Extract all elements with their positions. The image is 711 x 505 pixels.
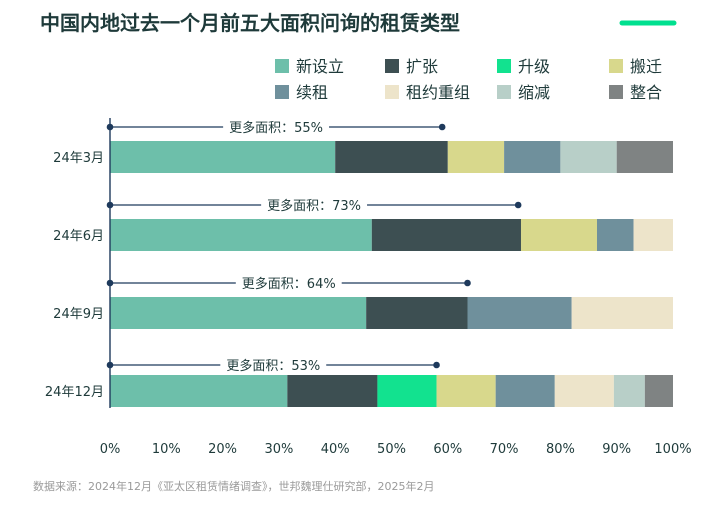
legend-label: 租约重组 <box>406 83 470 102</box>
x-tick-label: 30% <box>264 442 293 457</box>
x-tick-label: 0% <box>100 442 121 457</box>
x-tick-label: 40% <box>321 442 350 457</box>
bar-segment <box>596 219 634 251</box>
legend-label: 升级 <box>518 57 550 76</box>
bar-segment <box>495 375 555 407</box>
source-note: 数据来源：2024年12月《亚太区租赁情绪调查》，世邦魏理仕研究部，2025年2… <box>33 479 434 493</box>
y-tick-label: 24年12月 <box>45 385 104 400</box>
legend-item: 租约重组 <box>385 83 470 102</box>
legend-swatch <box>497 85 511 99</box>
y-tick-label: 24年9月 <box>53 307 104 322</box>
y-tick-label: 24年3月 <box>53 151 104 166</box>
x-tick-label: 70% <box>490 442 519 457</box>
bar-segment <box>571 297 673 329</box>
bar-segment <box>520 219 597 251</box>
x-tick-label: 50% <box>377 442 406 457</box>
legend-swatch <box>385 85 399 99</box>
legend-swatch <box>609 59 623 73</box>
x-axis: 0% 10% 20% 30% 40% 50% 60% 70% 80% 90% 100% <box>100 442 692 457</box>
bar-segment <box>110 141 336 173</box>
bar-segment <box>371 219 521 251</box>
bars <box>110 141 673 407</box>
x-tick-label: 100% <box>654 442 691 457</box>
y-axis: 24年3月 24年6月 24年9月 24年12月 <box>45 118 111 408</box>
legend-item: 新设立 <box>275 57 344 76</box>
annotation-label: 更多面积：73% <box>267 198 361 214</box>
bar-segment <box>613 375 645 407</box>
bar-segment <box>560 141 617 173</box>
bar-segment <box>644 375 673 407</box>
bar-segment <box>366 297 468 329</box>
bar-segment <box>110 219 372 251</box>
x-tick-label: 10% <box>152 442 181 457</box>
y-tick-label: 24年6月 <box>53 229 104 244</box>
legend-label: 新设立 <box>296 57 344 76</box>
legend-item: 搬迁 <box>609 57 662 76</box>
annotations: 更多面积：55% 更多面积：73% 更多面积：64% 更多面积：53% <box>106 120 522 374</box>
legend-label: 整合 <box>630 83 662 102</box>
bar-segment <box>633 219 673 251</box>
annotation-label: 更多面积：64% <box>242 276 336 292</box>
annotation-label: 更多面积：53% <box>226 358 320 374</box>
annotation-label: 更多面积：55% <box>229 120 323 136</box>
legend-item: 扩张 <box>385 57 438 76</box>
bar-segment <box>335 141 448 173</box>
legend-swatch <box>385 59 399 73</box>
bar-segment <box>467 297 572 329</box>
legend-swatch <box>497 59 511 73</box>
annotation-end-dot <box>514 201 522 209</box>
annotation-end-dot <box>464 279 471 287</box>
legend-label: 搬迁 <box>630 57 662 76</box>
chart-title: 中国内地过去一个月前五大面积问询的租赁类型 <box>40 11 460 35</box>
legend-label: 续租 <box>296 83 328 102</box>
bar-segment <box>110 375 288 407</box>
legend-swatch <box>609 85 623 99</box>
legend-item: 整合 <box>609 83 662 102</box>
bar-segment <box>436 375 496 407</box>
legend-label: 缩减 <box>518 83 550 102</box>
x-tick-label: 20% <box>208 442 237 457</box>
annotation-end-dot <box>438 123 446 131</box>
bar-segment <box>287 375 378 407</box>
bar-segment <box>110 297 367 329</box>
legend-swatch <box>275 59 289 73</box>
x-tick-label: 80% <box>546 442 575 457</box>
annotation: 更多面积：73% <box>106 198 522 214</box>
bar-segment <box>616 141 673 173</box>
legend-item: 缩减 <box>497 83 550 102</box>
legend-swatch <box>275 85 289 99</box>
legend-item: 续租 <box>275 83 328 102</box>
legend-item: 升级 <box>497 57 550 76</box>
annotation: 更多面积：64% <box>106 276 471 292</box>
x-tick-label: 60% <box>433 442 462 457</box>
bar-segment <box>377 375 437 407</box>
annotation-end-dot <box>433 361 440 369</box>
x-tick-label: 90% <box>602 442 631 457</box>
annotation: 更多面积：53% <box>106 358 440 374</box>
bar-segment <box>447 141 505 173</box>
bar-segment <box>554 375 614 407</box>
legend-label: 扩张 <box>406 57 438 76</box>
annotation: 更多面积：55% <box>106 120 446 136</box>
bar-segment <box>504 141 561 173</box>
